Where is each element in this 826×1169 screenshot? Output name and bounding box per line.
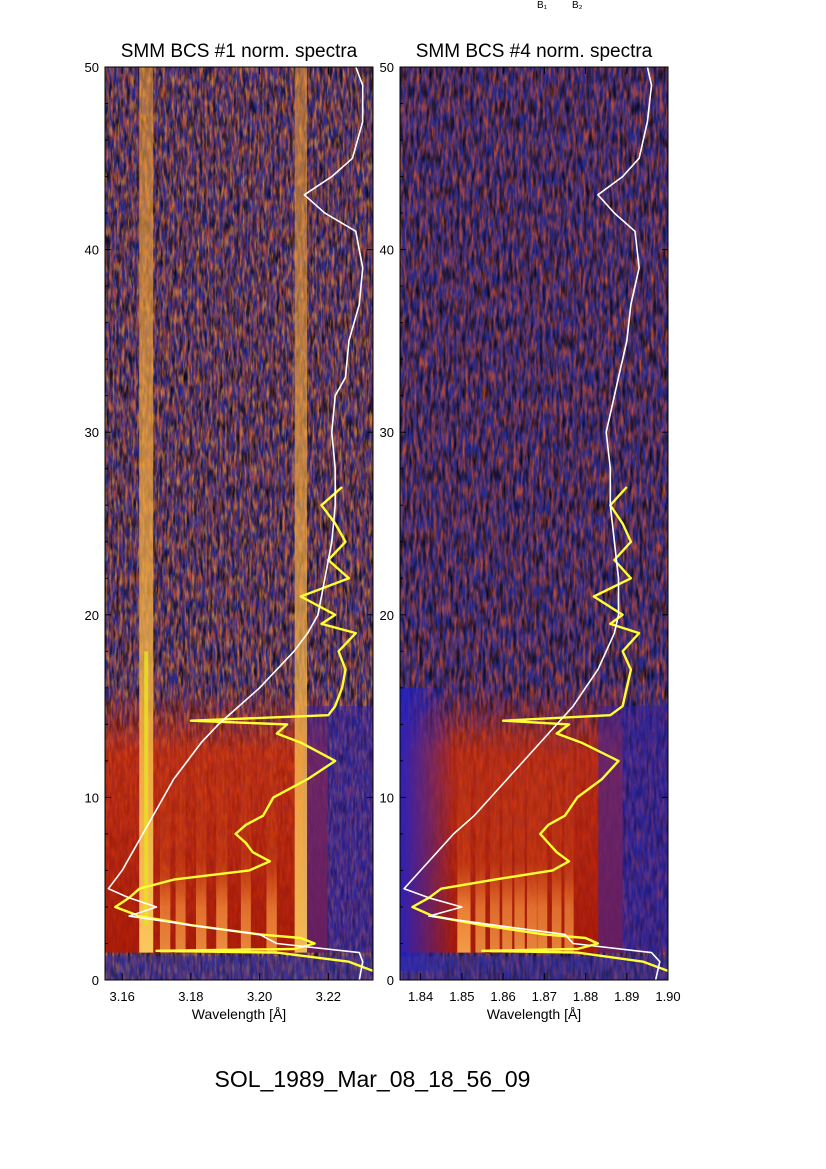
emission-line [526, 724, 537, 953]
y-tick-label: 10 [85, 790, 99, 805]
x-tick-label: 1.89 [614, 989, 639, 1004]
emission-line [266, 724, 277, 953]
spectrogram-image [400, 67, 668, 980]
x-tick-label: 1.85 [449, 989, 474, 1004]
emission-line [502, 724, 513, 953]
header-mark-b2: B₂ [572, 0, 583, 11]
x-axis-label: Wavelength [Å] [192, 1006, 286, 1022]
emission-line [514, 724, 525, 953]
curves [107, 67, 373, 980]
emission-line [240, 724, 251, 953]
blue-region [400, 687, 455, 971]
white-curve [403, 67, 661, 980]
x-tick-label: 3.16 [110, 989, 135, 1004]
y-tick-label: 10 [380, 790, 394, 805]
bottom-strip [105, 956, 373, 980]
x-tick-label: 1.87 [532, 989, 557, 1004]
y-tick-label: 30 [380, 425, 394, 440]
emission-line [216, 724, 228, 953]
y-tick-label: 0 [387, 973, 394, 988]
emission-line-core [144, 651, 149, 926]
y-tick-label: 50 [85, 60, 99, 75]
x-tick-label: 1.84 [408, 989, 433, 1004]
y-tick-label: 50 [380, 60, 394, 75]
yellow-curve [411, 486, 668, 973]
emission-line [196, 724, 207, 953]
y-tick-label: 40 [85, 243, 99, 258]
y-tick-label: 40 [380, 243, 394, 258]
emission-line [551, 724, 562, 953]
emission-line [475, 724, 486, 953]
y-tick-label: 0 [92, 973, 99, 988]
emission-line [457, 724, 471, 953]
y-tick-label: 20 [85, 608, 99, 623]
curves [403, 67, 668, 980]
emission-line [490, 724, 500, 953]
y-tick-label: 20 [380, 608, 394, 623]
x-tick-label: 1.90 [655, 989, 680, 1004]
x-tick-label: 1.88 [573, 989, 598, 1004]
bottom-strip [400, 956, 668, 980]
x-tick-label: 3.18 [178, 989, 203, 1004]
header-mark-b1: B₁ [537, 0, 548, 11]
emission-line [564, 724, 574, 953]
emission-line [175, 724, 186, 953]
axes: 0 10 20 30 40 50 3.16 3.18 3.20 3.22 [85, 60, 374, 1004]
panel-bcs4: SMM BCS #4 norm. spectra 0 10 20 30 40 50 1.84… [380, 41, 681, 1022]
emission-line [294, 67, 308, 953]
white-curve [107, 67, 364, 980]
event-label: SOL_1989_Mar_08_18_56_09 [214, 1066, 531, 1092]
emission-line [159, 724, 171, 953]
panel-bcs1: SMM BCS #1 norm. spectra 0 10 20 30 40 50 3.16… [85, 41, 374, 1022]
plot-frame [104, 66, 374, 981]
spectrogram-image [105, 67, 373, 980]
x-axis-label: Wavelength [Å] [487, 1006, 581, 1022]
axes: 0 10 20 30 40 50 1.84 1.85 1.86 1.87 1.88 1.89 1.90 [380, 60, 681, 1004]
panel-title: SMM BCS #4 norm. spectra [416, 41, 653, 62]
blue-region [303, 706, 373, 953]
x-tick-label: 3.22 [316, 989, 341, 1004]
x-tick-label: 1.86 [490, 989, 515, 1004]
y-tick-label: 30 [85, 425, 99, 440]
plot-frame [399, 66, 669, 981]
emission-line [537, 724, 548, 953]
x-tick-label: 3.20 [247, 989, 272, 1004]
blue-region [598, 706, 668, 953]
emission-line [139, 67, 154, 953]
panel-title: SMM BCS #1 norm. spectra [121, 41, 358, 62]
